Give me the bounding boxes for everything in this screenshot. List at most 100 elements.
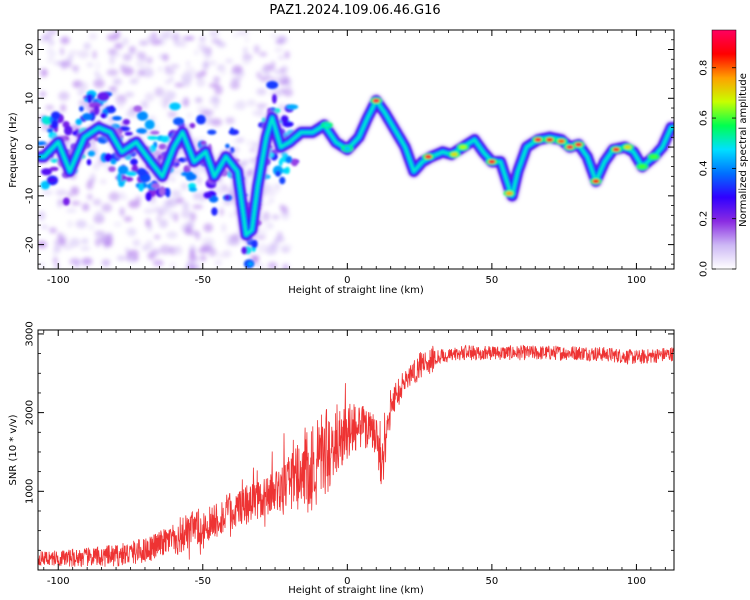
noise-blob [277, 104, 288, 112]
noise-blob [140, 65, 152, 71]
noise-blob [135, 71, 141, 81]
noise-blob [173, 212, 179, 222]
hotspot [372, 98, 380, 103]
noise-blob [253, 256, 258, 262]
noise-blob [55, 189, 68, 197]
noise-blob [161, 89, 173, 100]
noise-blob [121, 37, 129, 46]
noise-blob [80, 246, 91, 251]
noise-blob [166, 231, 178, 239]
noise-blob [173, 247, 183, 256]
signal-blob [110, 159, 117, 165]
spectrogram-frame [37, 29, 675, 270]
signal-blob [122, 119, 131, 125]
noise-blob [279, 244, 289, 253]
noise-blob [232, 65, 243, 74]
spectrogram-x-axis-label: Height of straight line (km) [288, 285, 424, 296]
signal-blob [173, 117, 185, 126]
noise-blob [150, 248, 160, 257]
noise-blob [256, 88, 267, 96]
noise-blob [101, 203, 113, 213]
noise-blob [122, 53, 132, 62]
signal-blob [100, 112, 107, 119]
noise-blob [41, 224, 48, 230]
spectrogram-y-axis-label: Frequency (Hz) [8, 112, 19, 188]
noise-blob [129, 78, 139, 85]
noise-blob [166, 199, 173, 204]
noise-blob [87, 193, 93, 200]
noise-blob [275, 39, 284, 45]
noise-blob [273, 69, 281, 75]
noise-blob [221, 223, 227, 233]
noise-blob [197, 42, 207, 51]
noise-blob [249, 147, 256, 153]
signal-blob [291, 158, 298, 167]
noise-blob [262, 211, 270, 222]
snr-panel: -100 -50 0 50 100 1000 2000 3000 Height of stra… [8, 321, 675, 596]
signal-blob [136, 128, 148, 134]
noise-blob [141, 51, 146, 61]
signal-blob [196, 114, 206, 125]
signal-blob [286, 104, 299, 110]
noise-blob [94, 230, 106, 239]
signal-blob [272, 94, 277, 104]
noise-blob [226, 238, 235, 246]
hotspot [323, 123, 331, 128]
noise-blob [112, 78, 122, 86]
noise-blob [150, 38, 162, 46]
noise-blob [70, 186, 80, 196]
noise-blob [281, 65, 289, 74]
noise-blob [116, 99, 125, 110]
x-tick-label: -100 [47, 275, 70, 286]
noise-blob [58, 237, 67, 247]
signal-blob [41, 168, 52, 176]
noise-blob [40, 68, 48, 77]
noise-blob [145, 218, 151, 228]
noise-blob [208, 60, 217, 65]
noise-blob [119, 207, 125, 217]
noise-blob [220, 67, 226, 76]
noise-blob [194, 49, 199, 56]
hotspot [343, 146, 351, 151]
colorbar-tick-label: 0.0 [699, 261, 710, 277]
noise-blob [138, 40, 149, 46]
hotspot [592, 179, 600, 184]
noise-blob [88, 32, 98, 41]
noise-blob [120, 63, 125, 72]
y-tick-label: 2000 [25, 400, 36, 425]
noise-blob [198, 195, 205, 203]
noise-blob [224, 234, 231, 239]
signal-blob [136, 168, 147, 176]
noise-blob [244, 36, 250, 43]
x-tick-label: 0 [344, 275, 350, 286]
noise-blob [271, 214, 280, 220]
noise-blob [254, 263, 265, 269]
noise-blob [87, 224, 96, 231]
noise-blob [273, 248, 279, 254]
noise-blob [267, 262, 278, 269]
noise-blob [211, 95, 219, 103]
noise-blob [100, 178, 107, 185]
noise-blob [107, 48, 118, 55]
colorbar-tick-label: 0.8 [699, 60, 710, 76]
signal-blob [266, 81, 279, 89]
noise-blob [60, 47, 65, 56]
noise-blob [71, 201, 81, 206]
signal-blob [279, 176, 286, 185]
noise-blob [114, 30, 121, 40]
hotspot [450, 152, 458, 157]
noise-blob [123, 216, 133, 222]
noise-blob [236, 137, 245, 143]
noise-blob [194, 97, 203, 103]
colorbar-frame [711, 29, 737, 270]
hotspot [557, 139, 565, 144]
signal-blob [225, 143, 230, 149]
hotspot [488, 159, 496, 164]
noise-blob [246, 139, 254, 147]
signal-blob [125, 171, 137, 177]
signal-blob [47, 128, 54, 133]
signal-blob [86, 159, 92, 166]
y-tick-label: 3000 [25, 321, 36, 346]
noise-blob [256, 103, 268, 108]
